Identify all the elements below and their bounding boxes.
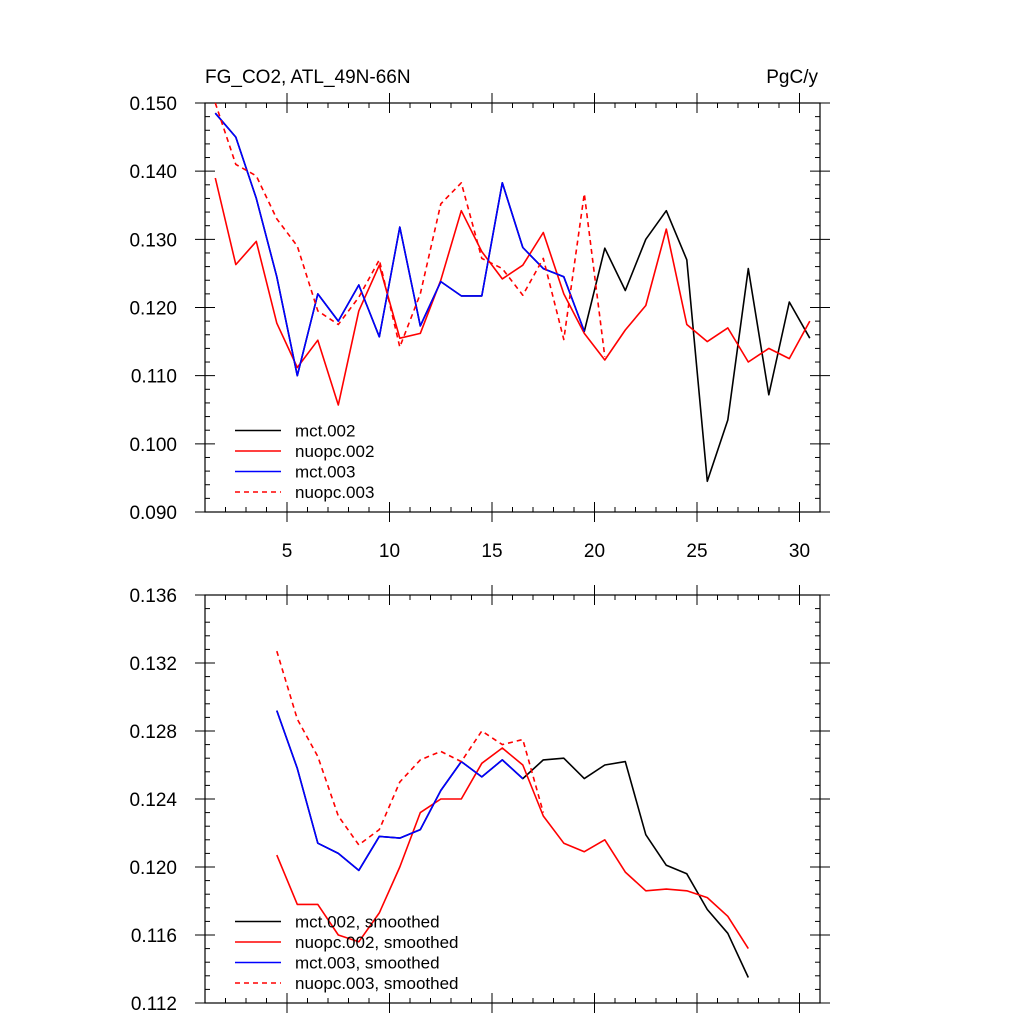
legend-label: nuopc.003, smoothed bbox=[295, 974, 459, 993]
panel-1: FG_CO2, ATL_49N-66N PgC/y 5 10 15 20 25 30 0.090… bbox=[129, 67, 830, 562]
x-tick-label: 10 bbox=[379, 541, 400, 562]
legend-label: nuopc.002 bbox=[295, 442, 374, 461]
panel-2: 0.112 0.116 0.120 0.124 0.128 0.132 0.136 mct.0… bbox=[129, 585, 830, 1015]
y-tick-label: 0.110 bbox=[131, 367, 177, 388]
y-tick-label: 0.120 bbox=[129, 858, 177, 879]
y-tick-label: 0.090 bbox=[129, 503, 177, 524]
y-tick-label: 0.150 bbox=[129, 94, 177, 115]
legend-label: nuopc.002, smoothed bbox=[295, 933, 459, 952]
x-tick-label: 15 bbox=[481, 541, 502, 562]
x-tick-label: 30 bbox=[789, 541, 810, 562]
chart-units: PgC/y bbox=[766, 67, 818, 88]
y-tick-label: 0.120 bbox=[129, 299, 177, 320]
series-line-nuopc-003 bbox=[214, 102, 606, 357]
legend-label: mct.003 bbox=[295, 463, 355, 482]
series-line-nuopc-002-smoothed bbox=[276, 747, 749, 950]
x-tick-label: 20 bbox=[584, 541, 605, 562]
y-tick-label: 0.136 bbox=[129, 586, 177, 607]
x-tick-label: 5 bbox=[282, 541, 293, 562]
legend-label: mct.002 bbox=[295, 422, 355, 441]
chart-title: FG_CO2, ATL_49N-66N bbox=[205, 67, 411, 88]
y-tick-label: 0.130 bbox=[129, 230, 177, 251]
legend-label: nuopc.003 bbox=[295, 483, 374, 502]
y-tick-label: 0.112 bbox=[131, 994, 177, 1015]
series-line-nuopc-002 bbox=[214, 177, 811, 406]
legend-label: mct.003, smoothed bbox=[295, 954, 440, 973]
y-tick-label: 0.128 bbox=[129, 722, 177, 743]
series-line-mct-003 bbox=[214, 112, 586, 377]
legend-label: mct.002, smoothed bbox=[295, 913, 440, 932]
y-tick-label: 0.124 bbox=[129, 790, 177, 811]
y-tick-label: 0.116 bbox=[131, 926, 177, 947]
series-line-mct-003-smoothed bbox=[276, 710, 524, 872]
y-tick-label: 0.140 bbox=[129, 162, 177, 183]
y-tick-label: 0.132 bbox=[129, 654, 177, 675]
y-tick-label: 0.100 bbox=[129, 435, 177, 456]
x-tick-label: 25 bbox=[686, 541, 707, 562]
